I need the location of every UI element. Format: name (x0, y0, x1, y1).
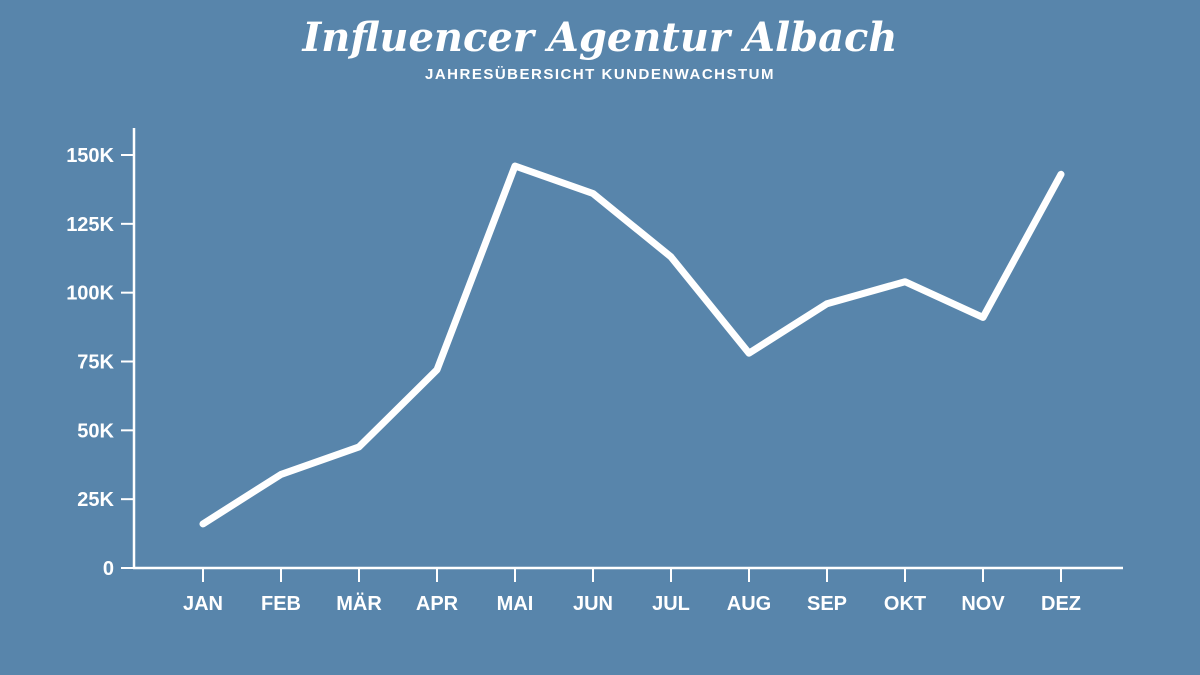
chart-title: Influencer Agentur Albach (302, 14, 898, 61)
y-tick-label: 75K (77, 352, 114, 374)
chart-subtitle: JAHRESÜBERSICHT KUNDENWACHSTUM (424, 66, 775, 83)
y-tick-label: 150K (66, 145, 114, 167)
x-tick-label: FEB (261, 593, 301, 615)
y-tick-label: 25K (77, 489, 114, 511)
y-tick-label: 100K (66, 283, 114, 305)
x-tick-label: OKT (884, 593, 926, 615)
y-tick-label: 125K (66, 214, 114, 236)
y-tick-label: 50K (77, 420, 114, 442)
x-tick-label: AUG (727, 593, 771, 615)
y-tick-label: 0 (103, 558, 114, 580)
x-tick-label: NOV (961, 593, 1005, 615)
growth-line-series (199, 162, 1065, 528)
x-tick-label: JUL (652, 593, 690, 615)
chart-header: Influencer Agentur Albach JAHRESÜBERSICH… (0, 0, 1200, 83)
x-tick-label: DEZ (1041, 593, 1081, 615)
x-tick-label: MAI (497, 593, 534, 615)
x-tick-label: JAN (183, 593, 223, 615)
x-tick-label: SEP (807, 593, 847, 615)
x-tick-label: APR (416, 593, 459, 615)
x-tick-label: MÄR (336, 592, 382, 615)
x-tick-label: JUN (573, 593, 613, 615)
